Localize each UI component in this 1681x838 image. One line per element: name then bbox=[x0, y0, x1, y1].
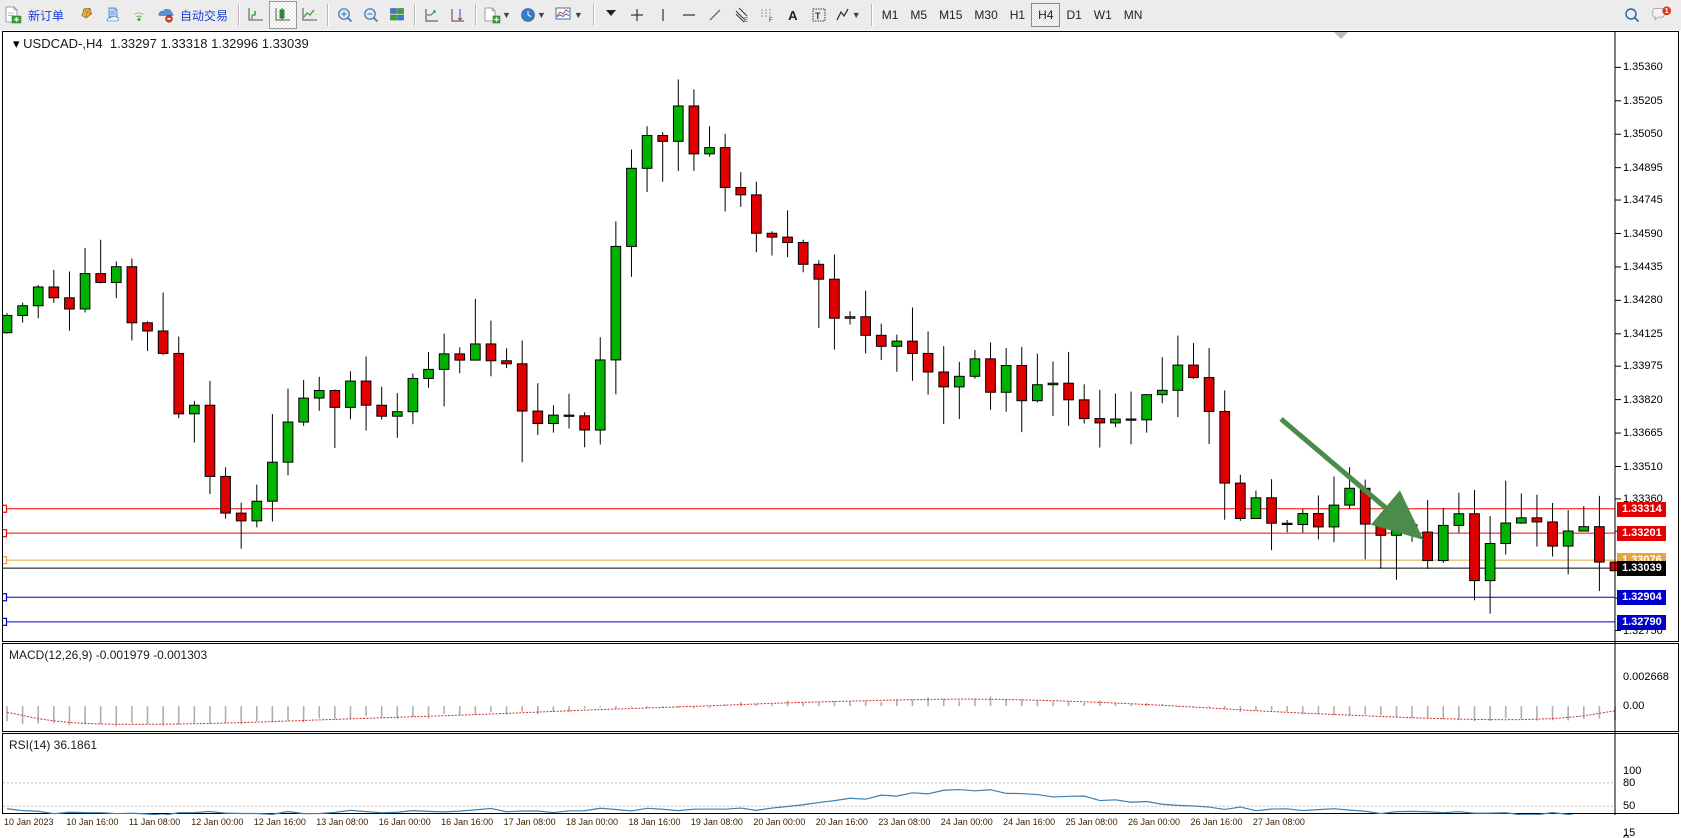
svg-text:1: 1 bbox=[1665, 8, 1669, 15]
svg-text:F: F bbox=[769, 18, 773, 24]
svg-text:T: T bbox=[815, 11, 821, 21]
svg-text:E: E bbox=[744, 18, 748, 24]
